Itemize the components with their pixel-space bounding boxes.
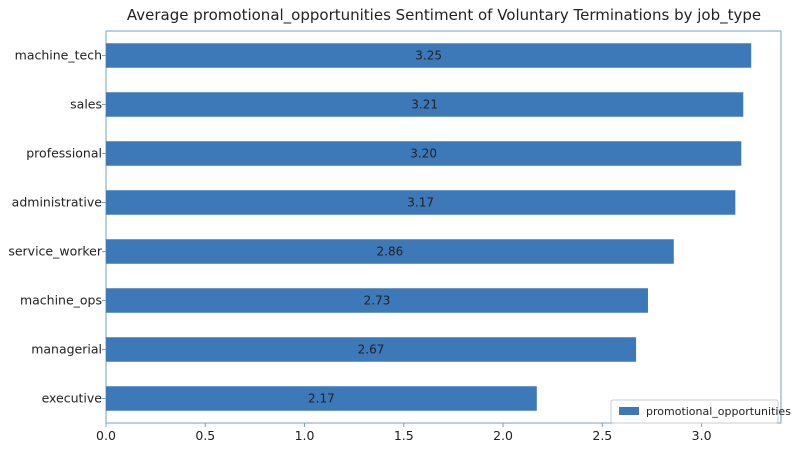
bar-professional	[106, 141, 742, 166]
x-tick-label: 3.0	[692, 428, 712, 443]
category-label-professional: professional	[26, 146, 102, 161]
x-axis-ticks: 0.0 0.5 1.0 1.5 2.0 2.5 3.0	[96, 423, 712, 443]
category-label-machine-tech: machine_tech	[15, 48, 102, 63]
category-label-executive: executive	[42, 391, 103, 406]
bar-sales	[106, 92, 744, 117]
category-label-machine-ops: machine_ops	[20, 293, 102, 308]
category-label-managerial: managerial	[31, 342, 102, 357]
bar-administrative	[106, 190, 736, 215]
bar-executive	[106, 386, 537, 411]
data-label-professional: 3.20	[410, 147, 437, 161]
data-label-administrative: 3.17	[407, 196, 434, 210]
category-label-sales: sales	[70, 97, 102, 112]
x-tick-label: 0.0	[96, 428, 116, 443]
data-label-machine-tech: 3.25	[415, 49, 442, 63]
data-label-service-worker: 2.86	[377, 245, 404, 259]
x-tick-label: 1.0	[295, 428, 315, 443]
legend-swatch	[619, 407, 639, 415]
category-label-service-worker: service_worker	[8, 244, 103, 259]
bar-machine-ops	[106, 288, 648, 313]
legend-label: promotional_opportunities	[646, 405, 791, 418]
x-tick-label: 2.5	[592, 428, 612, 443]
x-tick-label: 2.0	[493, 428, 513, 443]
bar-managerial	[106, 337, 637, 362]
data-label-managerial: 2.67	[358, 343, 385, 357]
bars-group: 3.25 3.21 3.20 3.17 2.86 2.73 2.67 2.17	[106, 43, 752, 411]
plot-area	[105, 30, 782, 424]
x-tick-label: 1.5	[394, 428, 414, 443]
bar-machine-tech	[106, 43, 752, 68]
legend: promotional_opportunities	[610, 399, 791, 424]
bar-service-worker	[106, 239, 674, 264]
category-label-administrative: administrative	[12, 195, 103, 210]
data-label-machine-ops: 2.73	[364, 294, 391, 308]
chart-title: Average promotional_opportunities Sentim…	[127, 6, 761, 25]
legend-box	[610, 399, 779, 424]
data-label-sales: 3.21	[411, 98, 438, 112]
data-label-executive: 2.17	[308, 392, 335, 406]
x-tick-label: 0.5	[195, 428, 215, 443]
